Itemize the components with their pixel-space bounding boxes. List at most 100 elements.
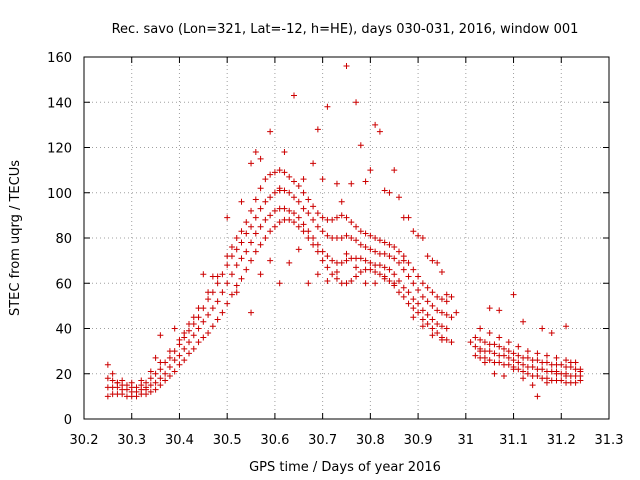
data-point — [319, 228, 326, 235]
data-point — [257, 271, 264, 278]
data-point — [419, 280, 426, 287]
data-point — [419, 235, 426, 241]
data-point — [429, 316, 436, 323]
data-point — [372, 121, 379, 128]
data-point — [295, 198, 302, 205]
data-point — [438, 309, 445, 316]
data-point — [248, 160, 255, 167]
data-point — [524, 354, 531, 361]
data-point — [157, 332, 164, 339]
data-point — [200, 334, 207, 341]
data-point — [343, 280, 350, 287]
data-point — [353, 264, 360, 271]
data-point — [343, 250, 350, 257]
x-tick-label: 31.1 — [499, 433, 528, 448]
data-point — [448, 339, 455, 346]
data-point — [257, 223, 264, 230]
data-point — [481, 359, 488, 366]
chart-title: Rec. savo (Lon=321, Lat=-12, h=HE), days… — [112, 22, 579, 37]
data-point — [434, 259, 441, 266]
data-point — [501, 345, 507, 352]
data-point — [166, 354, 173, 361]
data-point — [524, 348, 531, 355]
data-point — [486, 330, 493, 337]
x-tick-label: 30.3 — [117, 433, 146, 448]
data-point — [376, 271, 383, 278]
data-point — [333, 275, 340, 282]
data-point — [362, 257, 369, 264]
data-point — [252, 248, 259, 255]
y-tick-label: 160 — [47, 51, 72, 66]
data-point — [214, 298, 221, 305]
data-point — [286, 259, 293, 266]
y-tick-label: 20 — [55, 368, 72, 383]
data-point — [453, 309, 460, 316]
data-point — [343, 214, 350, 221]
data-point — [367, 232, 374, 239]
data-point — [209, 323, 216, 330]
data-point — [520, 361, 527, 368]
y-tick-label: 100 — [47, 187, 72, 202]
data-point — [252, 214, 259, 221]
data-point — [209, 305, 216, 312]
data-point — [396, 248, 402, 255]
data-point — [391, 244, 398, 251]
data-point — [147, 388, 154, 395]
data-point — [195, 305, 202, 312]
data-point — [233, 282, 240, 289]
data-point — [381, 273, 388, 280]
x-tick-label: 30.9 — [404, 433, 433, 448]
data-point — [333, 268, 340, 275]
data-point — [353, 273, 360, 280]
data-point — [114, 379, 121, 386]
data-point — [143, 379, 150, 386]
x-tick-label: 30.2 — [70, 433, 99, 448]
data-point — [491, 350, 498, 357]
data-point — [443, 291, 450, 298]
data-point — [314, 271, 321, 278]
data-point — [286, 173, 293, 180]
data-point — [281, 187, 288, 194]
data-point — [372, 268, 379, 275]
data-point — [424, 320, 431, 327]
data-point — [496, 359, 503, 366]
data-point — [577, 368, 584, 375]
data-point — [353, 223, 360, 230]
data-point — [262, 216, 269, 223]
data-point — [333, 214, 340, 221]
data-point — [152, 379, 159, 386]
data-point — [143, 386, 150, 393]
y-tick-label: 40 — [55, 323, 72, 338]
data-point — [295, 246, 302, 253]
data-point — [300, 176, 307, 183]
data-point — [267, 194, 274, 201]
data-point — [448, 314, 455, 321]
data-point — [224, 280, 231, 287]
data-point — [286, 216, 293, 223]
data-point — [119, 377, 126, 384]
data-point — [205, 289, 212, 296]
data-point — [224, 262, 231, 269]
data-point — [238, 198, 245, 205]
data-point — [219, 271, 226, 278]
data-point — [319, 176, 326, 183]
data-point — [510, 291, 517, 298]
data-point — [162, 377, 169, 384]
data-point — [405, 273, 412, 280]
data-point — [410, 266, 417, 273]
data-point — [186, 339, 192, 346]
data-point — [338, 259, 345, 266]
data-point — [510, 350, 517, 357]
data-point — [491, 341, 498, 348]
data-point — [133, 384, 140, 391]
data-point — [190, 332, 197, 339]
data-point — [214, 280, 221, 287]
data-point — [305, 210, 312, 217]
data-point — [205, 330, 212, 337]
data-point — [257, 155, 264, 162]
data-point — [248, 309, 255, 316]
data-point — [305, 228, 312, 235]
data-point — [486, 357, 493, 364]
data-point — [109, 370, 116, 377]
data-point — [357, 228, 364, 235]
